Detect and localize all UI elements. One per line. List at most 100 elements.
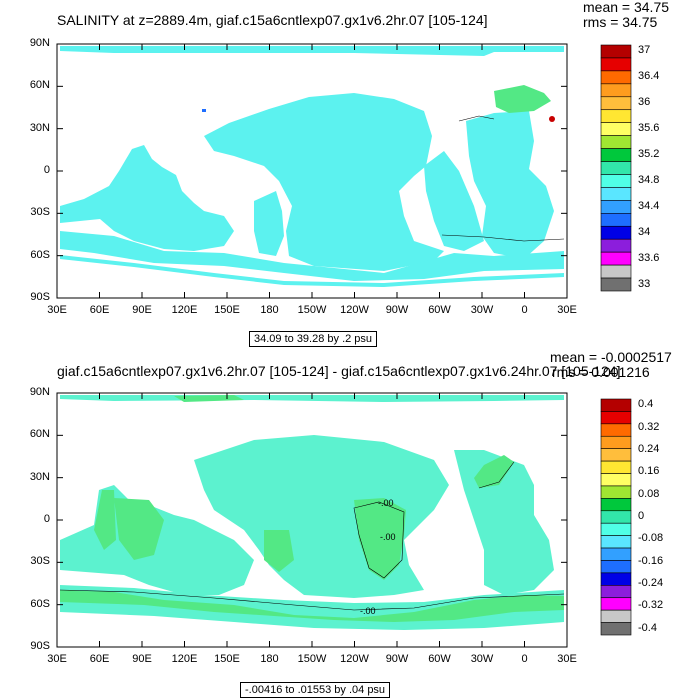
panel2-title: giaf.c15a6cntlexp07.gx1v6.2hr.07 [105-12…	[57, 363, 621, 379]
colorbar-swatch	[600, 70, 632, 85]
colorbar-swatch	[600, 96, 632, 111]
panel2-tick-marks	[56, 392, 568, 648]
colorbar-swatch	[600, 225, 632, 240]
colorbar-swatch	[600, 83, 632, 98]
colorbar-label: 33.6	[638, 251, 660, 264]
panel2-contour-label-3: -.00	[360, 606, 376, 616]
colorbar-swatch	[600, 510, 632, 524]
panel1-tick-marks	[56, 43, 568, 299]
colorbar-swatch	[600, 174, 632, 188]
colorbar-label: -0.08	[638, 532, 664, 545]
colorbar-swatch	[600, 122, 632, 136]
colorbar-label: 34.4	[638, 199, 660, 212]
panel1-rms: rms = 34.75	[583, 14, 658, 30]
colorbar-label: 33	[638, 277, 651, 290]
x-tick-label: 30E	[47, 304, 67, 316]
panel2-mean: mean = -0.0002517	[550, 349, 672, 365]
y-tick-label: 90S	[30, 640, 50, 652]
colorbar-label: 0.24	[638, 442, 660, 455]
x-tick-label: 90E	[132, 653, 152, 665]
colorbar-label: -0.24	[638, 577, 664, 590]
x-tick-label: 120E	[171, 304, 198, 316]
panel1-map	[56, 43, 568, 299]
y-tick-label: 90N	[29, 37, 50, 49]
colorbar-label: 0.4	[638, 398, 654, 411]
colorbar-swatch	[600, 547, 632, 561]
panel2-difference-field: -.00 -.00 -.00	[59, 395, 565, 630]
colorbar-swatch	[600, 57, 632, 72]
y-tick-label: 30S	[30, 206, 50, 219]
x-tick-label: 30W	[470, 304, 494, 316]
x-tick-label: 150W	[297, 653, 327, 665]
y-tick-label: 60N	[29, 79, 50, 92]
x-tick-label: 150E	[214, 304, 240, 316]
x-tick-label: 90W	[385, 304, 409, 316]
panel1-salinity-field	[60, 46, 565, 287]
y-tick-label: 30N	[29, 121, 50, 134]
colorbar-swatch	[600, 161, 632, 175]
colorbar-swatch	[600, 485, 632, 499]
colorbar-swatch	[600, 572, 632, 586]
colorbar-label: 35.2	[638, 148, 660, 161]
colorbar-swatch	[600, 238, 632, 253]
x-tick-label: 60E	[89, 653, 110, 665]
colorbar-label: 36	[638, 96, 651, 109]
x-tick-label: 60W	[428, 653, 451, 665]
colorbar-label: 0	[638, 510, 645, 522]
x-tick-label: 60E	[89, 304, 110, 316]
colorbar-swatch	[600, 522, 632, 536]
colorbar-swatch	[600, 148, 632, 162]
colorbar-swatch	[600, 398, 632, 412]
x-tick-label: 30W	[470, 653, 494, 665]
colorbar-swatch	[600, 200, 632, 214]
colorbar-swatch	[600, 277, 632, 292]
x-tick-label: 30E	[47, 653, 67, 665]
colorbar-swatch	[600, 473, 632, 487]
colorbar-swatch	[600, 187, 632, 201]
x-tick-label: 120W	[340, 653, 369, 665]
colorbar-label: 34.8	[638, 173, 660, 186]
colorbar-swatch	[600, 622, 632, 636]
panel2-contour-label-1: -.00	[378, 498, 394, 508]
colorbar-label: 0.08	[638, 487, 660, 500]
x-tick-label: 60W	[428, 304, 451, 316]
colorbar-swatch	[600, 609, 632, 623]
colorbar-label: 34	[638, 225, 651, 238]
colorbar-swatch	[600, 498, 632, 512]
x-tick-label: 150W	[297, 304, 327, 316]
y-tick-label: 90N	[29, 386, 50, 398]
panel2-map: -.00 -.00 -.00	[56, 392, 568, 648]
x-tick-label: 0	[521, 304, 528, 316]
colorbar-label: 35.6	[638, 122, 660, 135]
colorbar-swatch	[600, 535, 632, 549]
colorbar-label: -0.16	[638, 554, 664, 567]
colorbar-swatch	[600, 44, 632, 59]
x-tick-label: 30E	[557, 304, 577, 316]
colorbar-swatch	[600, 411, 632, 425]
x-tick-label: 30E	[557, 653, 577, 665]
colorbar-swatch	[600, 251, 632, 266]
panel1-mean: mean = 34.75	[583, 0, 670, 15]
y-tick-label: 30N	[29, 470, 50, 483]
x-tick-label: 180	[260, 653, 279, 665]
colorbar-label: 36.4	[638, 70, 660, 83]
x-tick-label: 150E	[214, 653, 240, 665]
colorbar-label: -0.4	[638, 621, 657, 634]
colorbar-swatch	[600, 448, 632, 462]
y-tick-label: 0	[43, 164, 50, 176]
colorbar-swatch	[600, 560, 632, 574]
colorbar-swatch	[600, 460, 632, 474]
x-tick-label: 90W	[385, 653, 409, 665]
x-tick-label: 120E	[171, 653, 198, 665]
x-tick-label: 120W	[340, 304, 369, 316]
panel2-contour-label-2: -.00	[380, 532, 396, 542]
colorbar-swatch	[600, 109, 632, 123]
colorbar-swatch	[600, 597, 632, 611]
panel2-range-caption: -.00416 to .01553 by .04 psu	[240, 682, 391, 698]
y-tick-label: 60S	[30, 597, 50, 610]
colorbar-label: -0.32	[638, 599, 664, 612]
panel1-colorbar	[600, 44, 632, 292]
colorbar-label: 0.32	[638, 420, 660, 433]
panel2-rms: rms = 0.001216	[552, 364, 650, 380]
panel2-colorbar	[600, 398, 632, 636]
